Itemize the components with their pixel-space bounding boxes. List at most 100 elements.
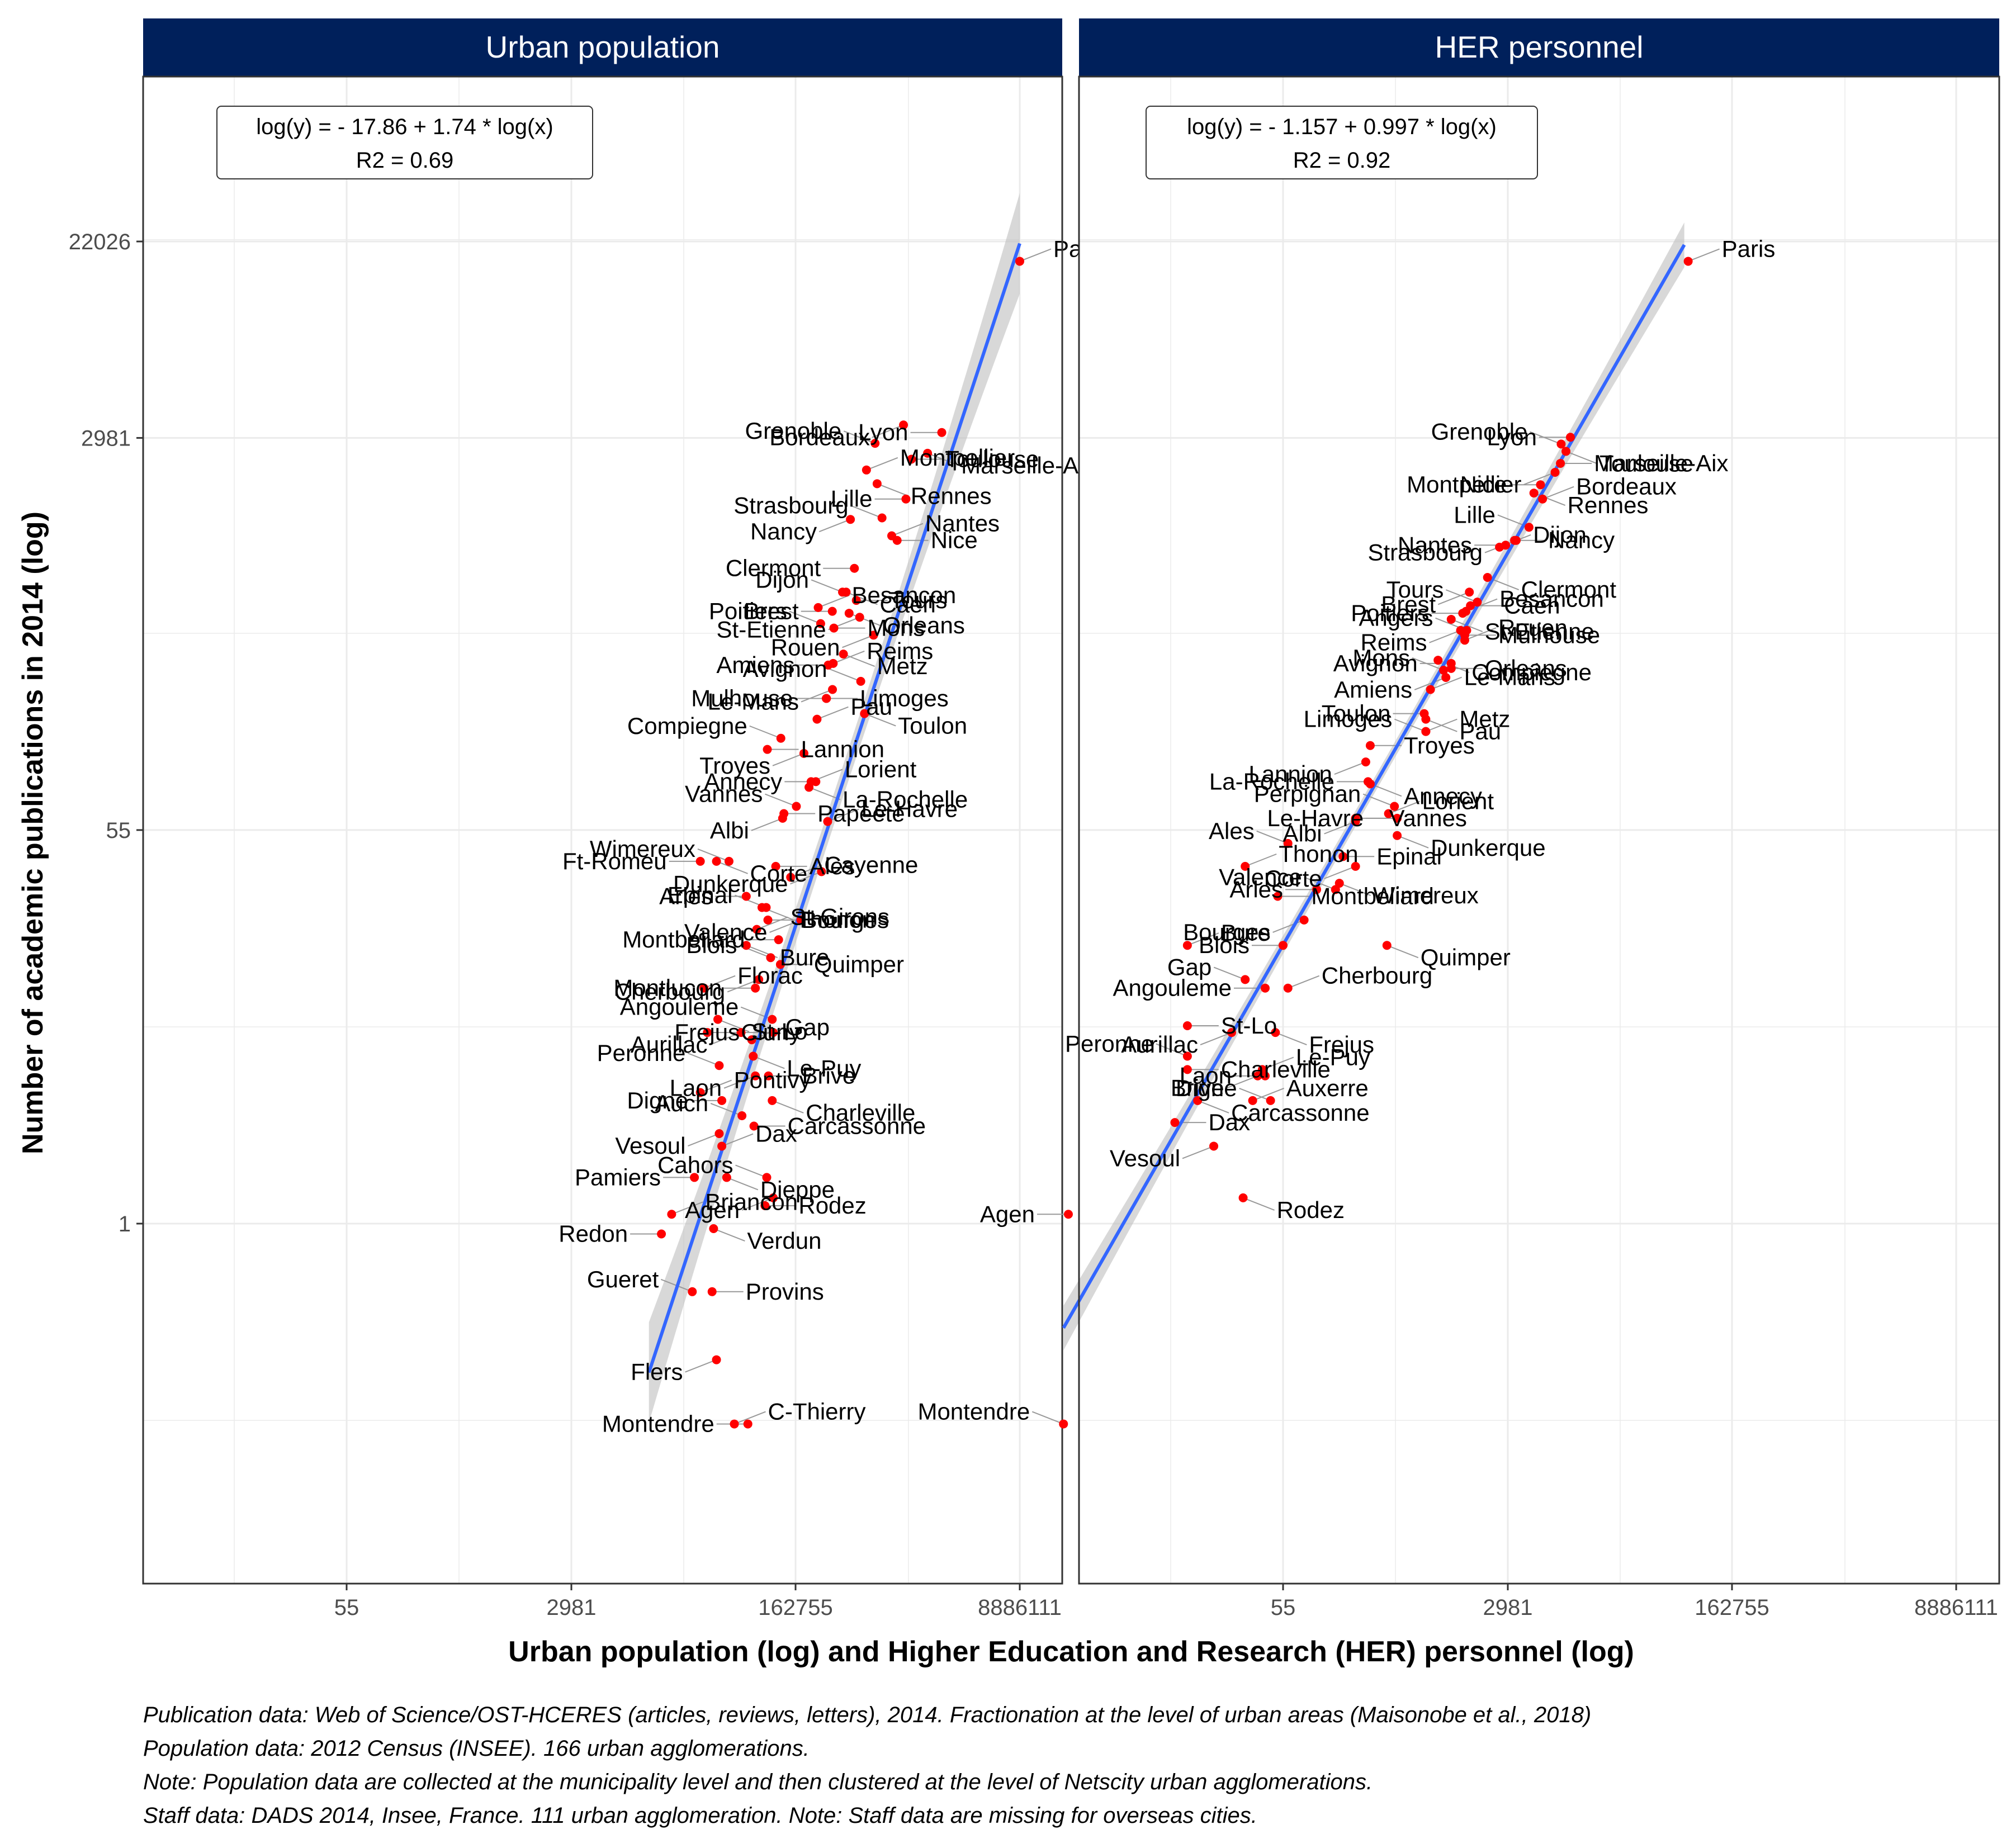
data-point-blois (766, 953, 775, 963)
data-point-cluny (703, 1028, 712, 1037)
point-label-nice: Nice (1460, 471, 1507, 497)
data-point-mons (829, 623, 839, 633)
point-label-amiens: Amiens (716, 652, 794, 678)
point-label-albi: Albi (1283, 821, 1322, 847)
leader-line (1324, 821, 1356, 835)
point-label-epinal: Epinal (1376, 843, 1442, 869)
data-point-aurillac (1227, 1028, 1237, 1037)
data-point-nancy (846, 515, 855, 524)
data-point-rennes (872, 479, 882, 489)
leader-line (1688, 248, 1720, 262)
point-label-perpignan: Perpignan (1254, 781, 1361, 807)
leader-line (877, 483, 909, 497)
point-label-nancy: Nancy (1548, 527, 1615, 553)
data-point-dax (717, 1141, 727, 1151)
caption-line-2: Population data: 2012 Census (INSEE). 16… (143, 1736, 810, 1761)
leader-line (1565, 451, 1598, 465)
point-label-lannion: Lannion (801, 736, 884, 762)
point-label-rodez: Rodez (798, 1192, 866, 1219)
data-point-briancon (667, 1210, 676, 1219)
point-label-bourges: Bourges (802, 907, 889, 933)
point-label-metz: Metz (1459, 706, 1510, 732)
point-label-troyes: Troyes (1404, 732, 1475, 759)
leader-line (801, 689, 833, 703)
data-point-charleville (768, 1096, 777, 1105)
x-tick-label: 55 (1271, 1595, 1296, 1620)
point-label-paris: Paris (1722, 235, 1776, 262)
point-label-nancy: Nancy (750, 518, 817, 544)
data-point-montendre (743, 1419, 753, 1429)
point-label-carcassonne: Carcassonne (1231, 1100, 1369, 1126)
data-point-toulouse (907, 454, 916, 464)
point-label-orleans: Orleans (1485, 655, 1567, 681)
point-label-reims: Reims (867, 638, 933, 664)
point-label-clermont: Clermont (726, 555, 821, 581)
point-label-caen: Caen (1504, 593, 1560, 619)
leader-line (716, 860, 748, 874)
data-point-metz (839, 650, 848, 659)
point-label-valence: Valence (1219, 864, 1302, 890)
data-point-bure (741, 941, 751, 950)
point-label-marseille-aix: Marseille-Aix (961, 452, 1095, 478)
point-label-charleville: Charleville (1221, 1056, 1331, 1082)
point-label-laon: Laon (1180, 1063, 1232, 1089)
point-label-montbeliard: Montbeliard (1311, 883, 1433, 909)
data-point-tours (1473, 598, 1482, 607)
data-point-poitiers (816, 619, 825, 628)
data-point-albi (1351, 817, 1360, 826)
data-point-annecy (1365, 779, 1375, 789)
data-point-brive (764, 1071, 773, 1081)
data-point-dunkerque (817, 867, 826, 876)
panel-1-x-ticks: 55 2981 162755 8886111 (334, 1584, 1062, 1620)
data-point-pamiers (690, 1173, 699, 1182)
point-label-limoges: Limoges (1304, 706, 1393, 732)
point-label-frejus: Frejus (674, 1019, 740, 1045)
point-label-nantes: Nantes (1398, 532, 1472, 558)
data-point-troyes (799, 748, 808, 758)
data-point-thonon (1241, 861, 1250, 871)
point-label-lorient: Lorient (1422, 788, 1494, 814)
panel-2-title: HER personnel (1435, 30, 1644, 64)
point-label-digne: Digne (1176, 1075, 1237, 1101)
data-point-dax (1170, 1118, 1180, 1127)
point-label-mulhouse: Mulhouse (691, 685, 793, 712)
data-point-provins (707, 1287, 717, 1296)
point-label-clermont: Clermont (1521, 576, 1617, 603)
data-point-poitiers (1458, 609, 1468, 618)
point-label-montpellier: Montpellier (900, 444, 1015, 471)
data-point-corte (712, 856, 721, 866)
panel-1-grid (143, 77, 1062, 1584)
leader-line (1437, 591, 1470, 605)
panel-1-leader-lines (630, 248, 1052, 1425)
point-label-vannes: Vannes (685, 781, 763, 807)
point-label-strasbourg: Strasbourg (733, 492, 848, 519)
data-point-arles (1312, 885, 1322, 894)
point-label-cayenne: Cayenne (824, 851, 918, 878)
data-point-dijon (838, 587, 848, 597)
leader-line (685, 1359, 717, 1373)
point-label-besancon: Besancon (1499, 586, 1604, 612)
data-point-montpellier (862, 465, 871, 475)
leader-line (749, 725, 782, 739)
point-label-compiegne: Compiegne (627, 713, 747, 739)
point-label-florac: Florac (737, 963, 803, 989)
data-point-st-lo (1182, 1021, 1192, 1030)
leader-line (817, 706, 849, 720)
y-tick-label: 1 (119, 1212, 131, 1236)
data-point-lille (901, 494, 911, 504)
point-label-st-lo: St-Lo (751, 1018, 807, 1045)
data-point-st-lo (713, 1015, 723, 1024)
data-point-wimereux (724, 856, 733, 866)
data-point-pontivy (695, 1088, 705, 1097)
point-label-le-mans: Le-Mans (1464, 664, 1555, 690)
point-label-carcassonne: Carcassonne (788, 1112, 926, 1139)
data-point-vesoul (1209, 1141, 1219, 1151)
data-point-montbeliard (774, 935, 783, 945)
data-point-lannion (1361, 757, 1370, 767)
leader-line (1412, 657, 1444, 671)
point-label-peronne: Peronne (1065, 1030, 1154, 1056)
point-label-annecy: Annecy (704, 768, 782, 794)
data-point-bordeaux (1538, 494, 1548, 504)
data-point-troyes (1365, 741, 1375, 750)
point-label-verdun: Verdun (747, 1228, 821, 1254)
